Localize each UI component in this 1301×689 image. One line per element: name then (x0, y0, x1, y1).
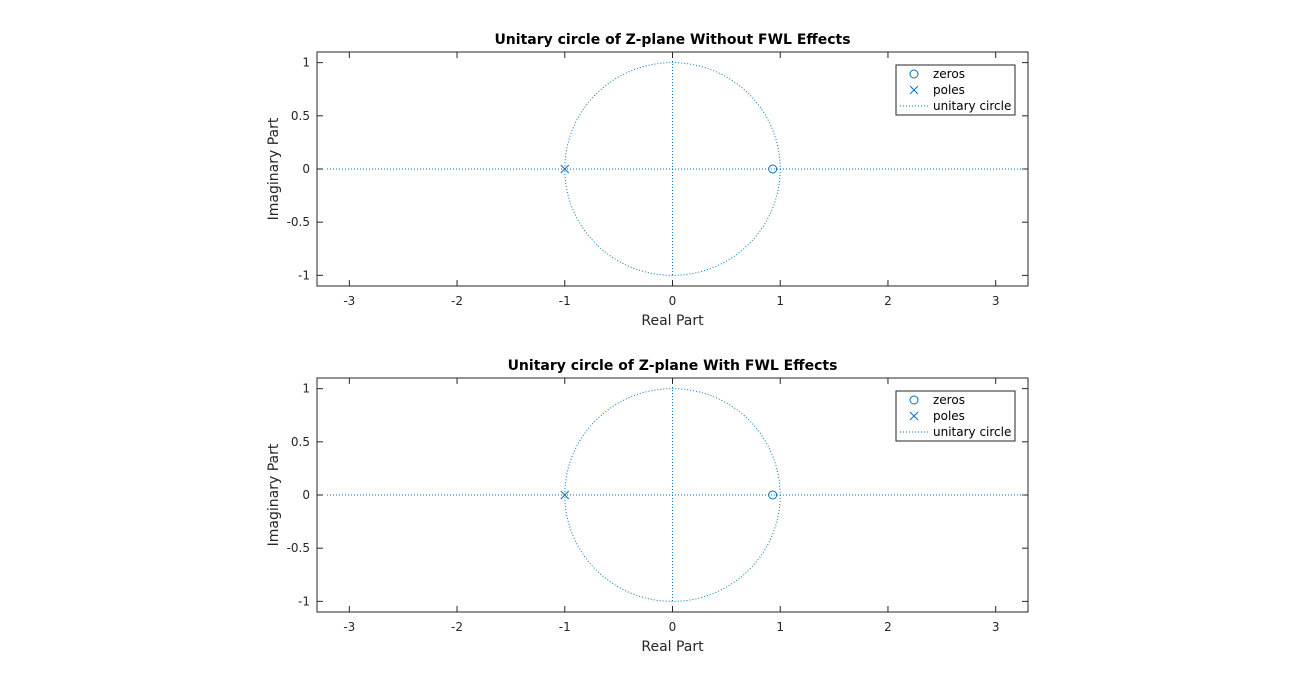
y-tick-label: -0.5 (287, 541, 310, 555)
pole-marker-stroke (560, 490, 570, 500)
legend-box (895, 64, 1016, 116)
x-tick-label: 0 (669, 620, 677, 634)
unit-circle (564, 62, 781, 276)
legend-label: zeros (933, 67, 965, 81)
x-tick-label: -2 (451, 620, 463, 634)
legend-item: unitary circle (900, 99, 1011, 113)
legend-item: unitary circle (900, 425, 1011, 439)
legend: zeros poles unitary circle (895, 390, 1016, 442)
legend-zero-symbol (909, 69, 919, 79)
y-axis-label: Imaginary Part (266, 117, 282, 220)
x-tick-label: -1 (559, 620, 571, 634)
y-tick-label: -1 (298, 268, 310, 282)
legend-label: zeros (933, 393, 965, 407)
y-tick-label: 0 (302, 162, 310, 176)
legend-label: poles (933, 83, 965, 97)
y-tick-label: -0.5 (287, 215, 310, 229)
x-tick-label: 1 (776, 294, 784, 308)
unit-circle (564, 388, 781, 602)
legend-label: poles (933, 409, 965, 423)
y-tick-label: 0.5 (291, 109, 310, 123)
zero-marker (768, 164, 778, 174)
x-tick-label: -3 (343, 294, 355, 308)
x-axis-label: Real Part (641, 639, 704, 655)
y-tick-label: 1 (302, 56, 310, 70)
pole-marker (560, 164, 570, 174)
legend-pole-symbol (909, 85, 919, 95)
pole-marker (560, 490, 570, 500)
x-tick-label: 3 (992, 294, 1000, 308)
x-tick-label: -3 (343, 620, 355, 634)
pole-marker-stroke (560, 164, 570, 174)
y-tick-label: -1 (298, 594, 310, 608)
x-tick-label: 2 (884, 620, 892, 634)
legend-item: zeros (909, 67, 965, 81)
x-tick-label: -2 (451, 294, 463, 308)
legend-label: unitary circle (933, 99, 1011, 113)
x-tick-label: 1 (776, 620, 784, 634)
legend-label: unitary circle (933, 425, 1011, 439)
x-tick-label: 3 (992, 620, 1000, 634)
x-tick-label: -1 (559, 294, 571, 308)
legend-item: poles (909, 83, 965, 97)
x-axis-label: Real Part (641, 313, 704, 329)
legend-item: zeros (909, 393, 965, 407)
chart-title: Unitary circle of Z-plane Without FWL Ef… (494, 32, 850, 48)
zero-marker (768, 490, 778, 500)
y-tick-label: 0 (302, 488, 310, 502)
legend-item: poles (909, 409, 965, 423)
y-tick-label: 0.5 (291, 435, 310, 449)
legend: zeros poles unitary circle (895, 64, 1016, 116)
x-tick-label: 0 (669, 294, 677, 308)
legend-pole-symbol (909, 411, 919, 421)
chart-title: Unitary circle of Z-plane With FWL Effec… (508, 358, 838, 374)
x-tick-label: 2 (884, 294, 892, 308)
legend-zero-symbol (909, 395, 919, 405)
subplot-2: -3 -2 -1 0 1 2 3 -1 -0.5 0 0.5 1 Unitary circle of Z… (266, 358, 1029, 655)
subplot-1: -3 -2 -1 0 1 2 3 -1 -0.5 0 0.5 1 Unitary circle of Z… (266, 32, 1029, 329)
legend-box (895, 390, 1016, 442)
y-axis-label: Imaginary Part (266, 443, 282, 546)
y-tick-label: 1 (302, 382, 310, 396)
